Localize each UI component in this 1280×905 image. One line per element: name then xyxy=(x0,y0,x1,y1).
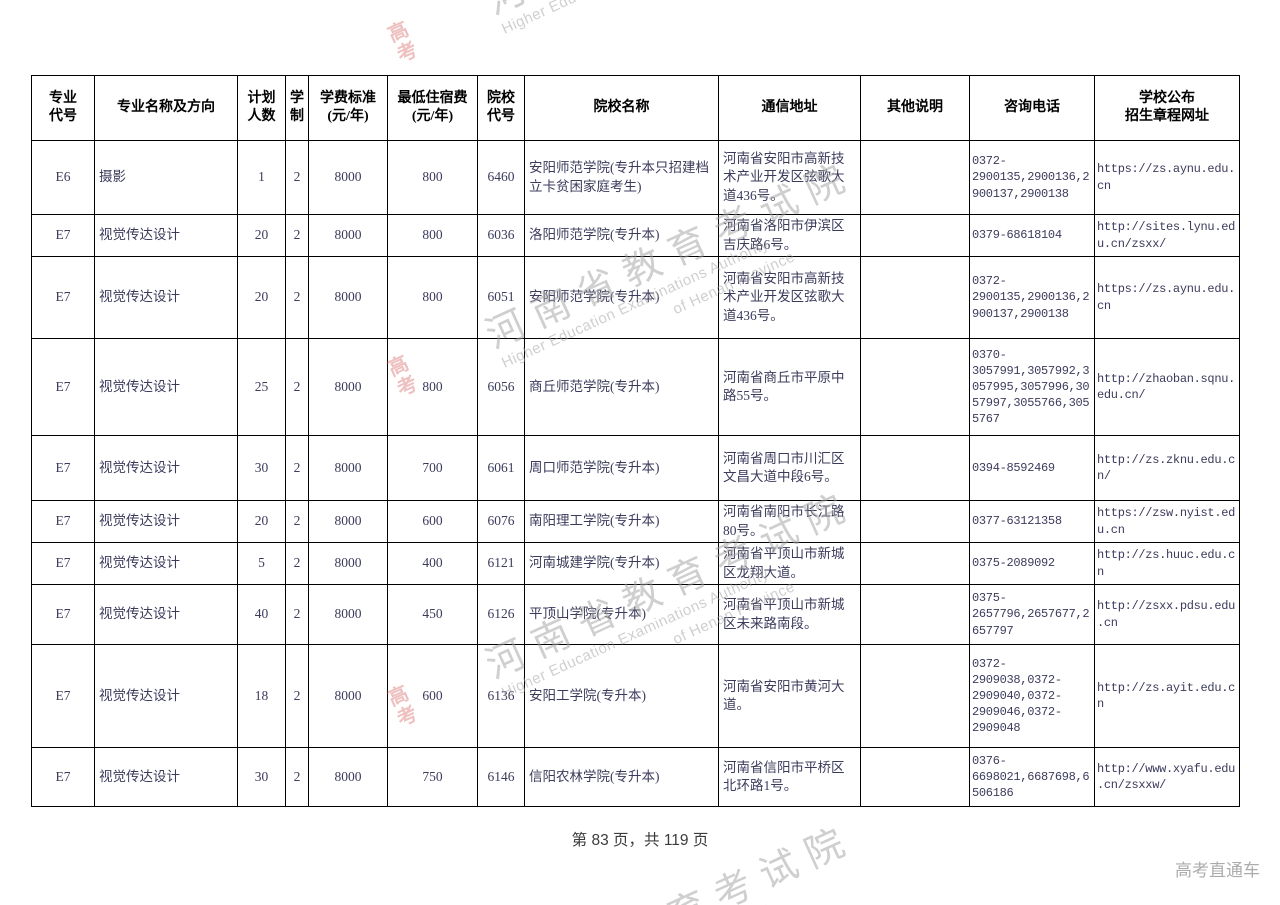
svg-text:考: 考 xyxy=(393,37,421,67)
svg-text:高: 高 xyxy=(384,17,412,47)
